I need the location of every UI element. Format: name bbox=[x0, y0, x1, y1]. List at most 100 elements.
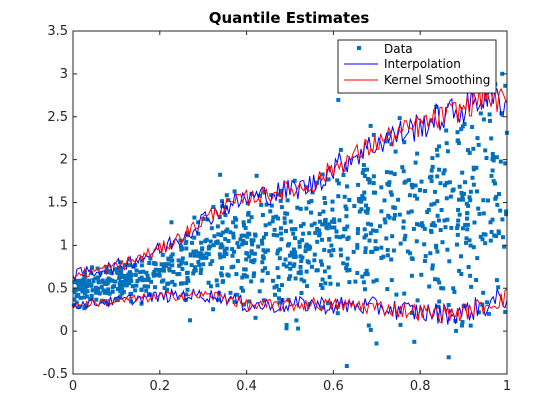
data-point bbox=[413, 160, 418, 165]
data-point bbox=[101, 288, 106, 293]
data-point bbox=[476, 142, 481, 147]
data-point bbox=[365, 272, 370, 277]
data-point bbox=[490, 168, 495, 173]
data-point bbox=[217, 252, 222, 257]
data-point bbox=[284, 229, 288, 233]
data-point bbox=[347, 198, 352, 202]
data-point bbox=[253, 315, 258, 320]
data-point bbox=[491, 154, 496, 159]
data-point bbox=[406, 178, 411, 183]
data-point bbox=[196, 253, 201, 258]
data-point bbox=[261, 256, 266, 261]
data-point bbox=[320, 222, 325, 227]
data-point bbox=[336, 97, 341, 102]
data-point bbox=[165, 287, 170, 292]
data-point bbox=[363, 246, 368, 251]
data-point bbox=[90, 265, 94, 270]
data-point bbox=[231, 264, 236, 269]
data-point bbox=[433, 189, 437, 194]
data-point bbox=[296, 270, 301, 275]
data-point bbox=[483, 148, 488, 153]
data-point bbox=[438, 228, 443, 232]
data-point bbox=[225, 227, 230, 232]
data-point bbox=[228, 230, 233, 235]
data-point bbox=[437, 280, 442, 285]
data-point bbox=[436, 218, 441, 223]
data-point bbox=[327, 237, 332, 242]
data-point bbox=[134, 268, 139, 273]
data-point bbox=[99, 285, 104, 289]
data-point bbox=[491, 158, 496, 163]
data-point bbox=[466, 265, 471, 269]
data-point bbox=[444, 180, 449, 185]
data-point bbox=[282, 220, 287, 225]
data-point bbox=[336, 181, 341, 186]
data-point bbox=[329, 253, 334, 258]
x-tick-label: 1 bbox=[503, 379, 511, 394]
data-point bbox=[76, 293, 81, 297]
data-point bbox=[214, 278, 219, 283]
data-point bbox=[382, 198, 387, 203]
data-point bbox=[78, 281, 83, 285]
data-point bbox=[379, 245, 384, 250]
data-point bbox=[220, 266, 225, 271]
data-point bbox=[353, 279, 358, 284]
data-point bbox=[250, 251, 254, 256]
data-point bbox=[247, 219, 252, 224]
data-point bbox=[172, 282, 177, 287]
data-point bbox=[307, 231, 312, 236]
data-point bbox=[402, 291, 407, 296]
y-tick-label: 0 bbox=[60, 324, 68, 339]
y-tick-label: 0.5 bbox=[47, 281, 68, 296]
data-point bbox=[317, 219, 322, 224]
data-point bbox=[110, 278, 115, 283]
data-point bbox=[466, 203, 471, 208]
data-point bbox=[293, 254, 298, 259]
data-point bbox=[498, 208, 503, 213]
data-point bbox=[371, 228, 375, 233]
data-point bbox=[355, 271, 360, 275]
data-point bbox=[264, 232, 268, 236]
data-point bbox=[219, 233, 224, 237]
data-point bbox=[392, 172, 397, 177]
data-point bbox=[123, 276, 128, 281]
data-point bbox=[321, 209, 326, 214]
data-point bbox=[437, 167, 442, 172]
data-point bbox=[147, 261, 152, 265]
data-point bbox=[106, 290, 111, 295]
data-point bbox=[287, 261, 292, 266]
data-point bbox=[462, 122, 467, 126]
data-point bbox=[269, 203, 274, 208]
data-points bbox=[71, 41, 509, 368]
data-point bbox=[209, 226, 214, 231]
data-point bbox=[265, 271, 270, 276]
data-point bbox=[253, 233, 258, 238]
data-point bbox=[439, 208, 444, 212]
data-point bbox=[94, 285, 98, 290]
data-point bbox=[487, 112, 492, 117]
data-point bbox=[234, 217, 239, 222]
data-point bbox=[455, 226, 460, 230]
data-point bbox=[466, 148, 470, 153]
data-point bbox=[455, 242, 459, 247]
data-point bbox=[303, 244, 308, 249]
data-point bbox=[299, 224, 303, 229]
data-point bbox=[211, 307, 216, 312]
data-point bbox=[304, 206, 309, 211]
data-point bbox=[345, 224, 350, 229]
data-point bbox=[287, 253, 292, 258]
data-point bbox=[247, 232, 252, 237]
data-point bbox=[141, 269, 146, 274]
data-point bbox=[409, 273, 414, 278]
data-point bbox=[464, 201, 469, 206]
data-point bbox=[500, 71, 505, 76]
data-point bbox=[295, 205, 300, 210]
data-point bbox=[298, 206, 303, 211]
data-point bbox=[327, 275, 332, 280]
data-point bbox=[454, 328, 459, 333]
data-point bbox=[398, 241, 403, 246]
data-point bbox=[497, 192, 501, 196]
data-point bbox=[382, 217, 387, 222]
data-point bbox=[98, 270, 103, 275]
data-point bbox=[118, 289, 123, 294]
